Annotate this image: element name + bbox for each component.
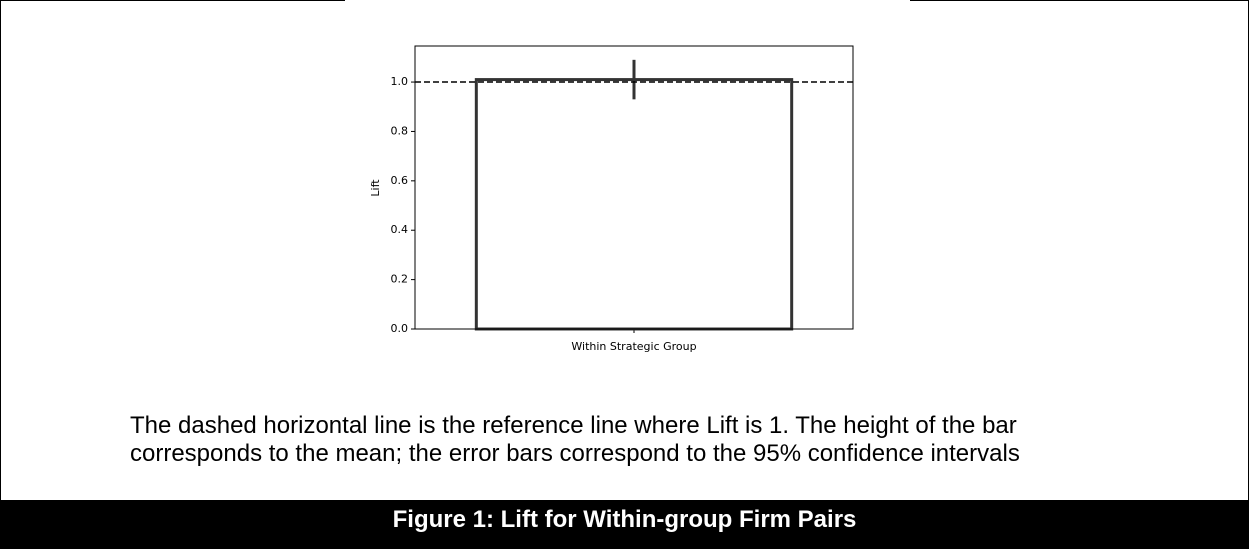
border-top-left (0, 0, 345, 1)
caption: The dashed horizontal line is the refere… (130, 412, 1020, 467)
y-tick-label: 0.4 (391, 223, 409, 236)
border-top-right (910, 0, 1249, 1)
bar (474, 78, 794, 331)
x-tick-label: Within Strategic Group (571, 340, 696, 353)
y-tick-label: 1.0 (391, 75, 409, 88)
y-axis-label: Lift (369, 179, 382, 197)
figure-title: Figure 1: Lift for Within-group Firm Pai… (0, 500, 1249, 549)
y-tick-label: 0.8 (391, 124, 409, 137)
y-tick-label: 0.6 (391, 174, 409, 187)
chart: Lift 0.0 0.2 0.4 0.6 0.8 1.0 Within Strategic … (369, 45, 854, 353)
y-tick-label: 0.0 (391, 322, 409, 335)
plot-frame (414, 45, 854, 330)
border-left (0, 0, 1, 500)
y-tick-label: 0.2 (391, 273, 409, 286)
